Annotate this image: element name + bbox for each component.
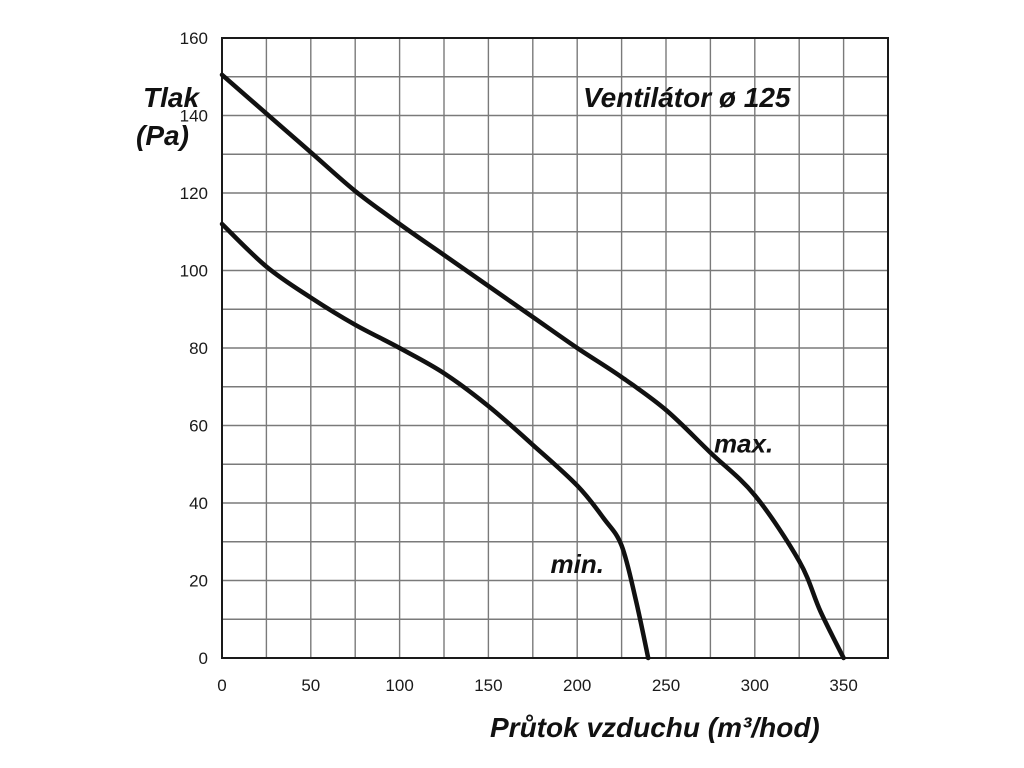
y-tick-labels: 0 20 40 60 80 100 120 140 160: [180, 29, 208, 668]
y-tick-label: 60: [189, 417, 208, 436]
series-lines: [219, 72, 846, 661]
y-tick-label: 20: [189, 572, 208, 591]
y-axis-label-line1: Tlak: [143, 82, 200, 113]
x-tick-label: 200: [563, 676, 591, 695]
x-axis-label: Průtok vzduchu (m³/hod): [490, 712, 820, 743]
y-tick-label: 0: [199, 649, 208, 668]
x-tick-label: 0: [217, 676, 226, 695]
curve-label: max.: [714, 429, 773, 459]
x-tick-labels: 0 50 100 150 200 250 300 350: [217, 676, 858, 695]
x-tick-label: 150: [474, 676, 502, 695]
chart-title: Ventilátor ø 125: [583, 82, 791, 113]
grid: [222, 38, 888, 658]
y-tick-label: 120: [180, 184, 208, 203]
x-tick-label: 300: [741, 676, 769, 695]
series-line-min: [219, 221, 651, 661]
curve-label: min.: [551, 549, 604, 579]
x-tick-label: 350: [829, 676, 857, 695]
x-tick-label: 100: [385, 676, 413, 695]
y-tick-label: 140: [180, 107, 208, 126]
plot-frame: [221, 37, 889, 659]
y-tick-label: 100: [180, 262, 208, 281]
y-tick-label: 40: [189, 494, 208, 513]
series-line-max: [219, 72, 846, 661]
y-tick-label: 160: [180, 29, 208, 48]
y-tick-label: 80: [189, 339, 208, 358]
annotations: max. min.: [551, 429, 774, 579]
x-tick-label: 250: [652, 676, 680, 695]
y-axis-label-line2: (Pa): [136, 120, 189, 151]
x-tick-label: 50: [301, 676, 320, 695]
